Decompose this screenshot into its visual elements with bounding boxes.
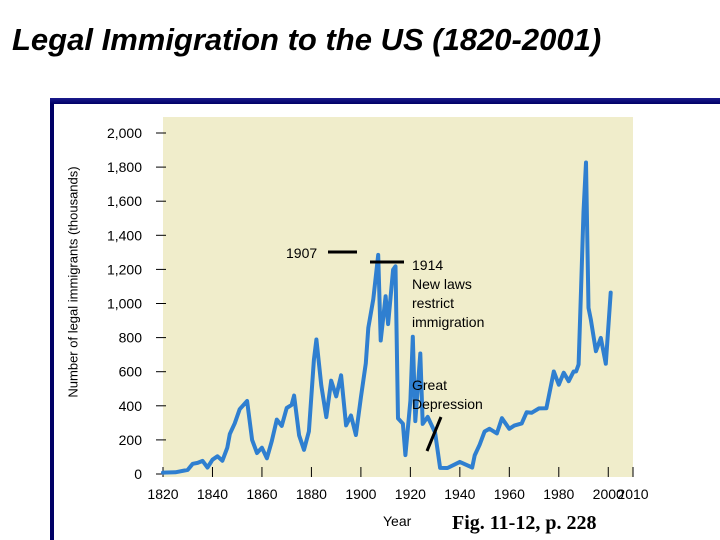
slide-title: Legal Immigration to the US (1820-2001) — [12, 22, 602, 57]
x-tick-label: 1900 — [345, 486, 376, 502]
x-tick-label: 1940 — [444, 486, 475, 502]
x-tick-label: 1860 — [246, 486, 277, 502]
y-tick-label: 0 — [134, 466, 142, 482]
y-tick-label: 200 — [119, 432, 143, 448]
x-tick-label: 1980 — [543, 486, 574, 502]
y-tick-label: 1,800 — [107, 159, 142, 175]
annotation-great-depression: Great Depression — [412, 377, 483, 412]
y-ticks: 0 200 400 600 800 1,000 1,200 1,400 1,600 1,800 2,… — [107, 125, 166, 482]
y-tick-label: 1,000 — [107, 296, 142, 312]
x-ticks: 1820 1840 1860 1880 1900 1920 1940 1960 1980 2000… — [147, 467, 649, 502]
x-tick-label: 1820 — [147, 486, 178, 502]
immigration-series-line — [161, 160, 613, 475]
side-margin — [0, 104, 50, 540]
figure-caption: Fig. 11-12, p. 228 — [452, 512, 597, 534]
x-tick-label: 1920 — [395, 486, 426, 502]
y-tick-label: 1,400 — [107, 227, 142, 243]
x-tick-label: 2000 — [593, 486, 624, 502]
y-axis-label: Number of legal immigrants (thousands) — [65, 166, 81, 398]
annotation-1914: 1914 New laws restrict immigration — [412, 257, 484, 330]
great-depression-leader — [425, 416, 443, 452]
y-tick-label: 400 — [119, 398, 143, 414]
x-tick-label: 1880 — [296, 486, 327, 502]
y-tick-label: 600 — [119, 364, 143, 380]
left-accent-band — [50, 104, 54, 540]
x-tick-label: 2010 — [617, 486, 648, 502]
y-tick-label: 800 — [119, 330, 143, 346]
y-tick-label: 1,200 — [107, 261, 142, 277]
x-axis-label: Year — [383, 513, 412, 529]
x-tick-label: 1960 — [494, 486, 525, 502]
y-tick-label: 1,600 — [107, 193, 142, 209]
title-rule — [50, 98, 720, 104]
x-tick-label: 1840 — [197, 486, 228, 502]
y-tick-label: 2,000 — [107, 125, 142, 141]
annotation-1907: 1907 — [286, 245, 317, 261]
